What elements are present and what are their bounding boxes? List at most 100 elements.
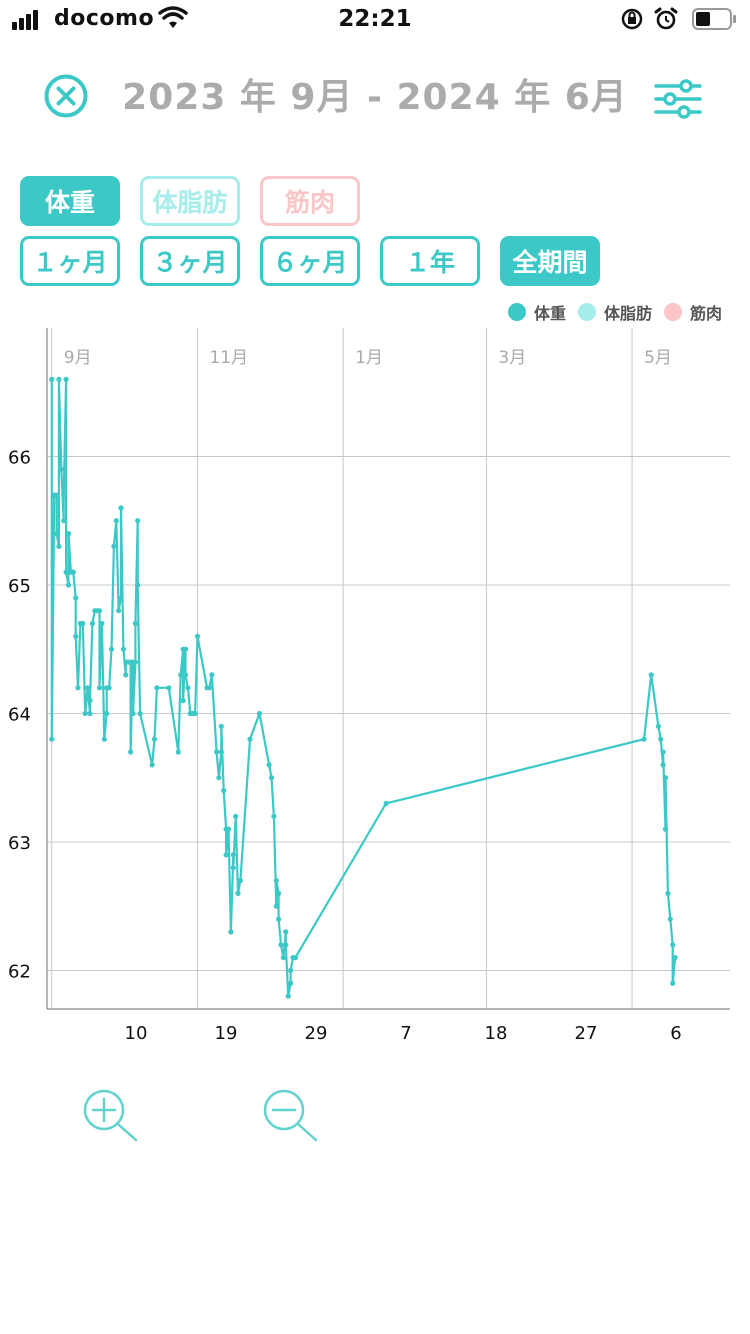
weight-data-point	[228, 929, 234, 935]
weight-data-point	[278, 942, 284, 948]
clock: 22:21	[338, 6, 412, 32]
metric-muscle-button[interactable]: 筋肉	[260, 176, 360, 226]
y-tick-label: 64	[8, 704, 31, 725]
status-bar: docomo 22:21	[0, 0, 750, 40]
weight-data-point	[49, 736, 55, 742]
weight-data-point	[85, 685, 91, 691]
cellular-signal-icon	[12, 10, 40, 30]
period-3month-button[interactable]: ３ヶ月	[140, 236, 240, 286]
legend-label-weight: 体重	[533, 304, 566, 323]
weight-data-point	[658, 736, 664, 742]
weight-data-point	[268, 775, 275, 781]
weight-series-line	[50, 378, 677, 998]
month-label: 1月	[355, 348, 383, 368]
weight-data-point	[120, 646, 126, 652]
period-1year-button[interactable]: １年	[380, 236, 480, 286]
weight-data-point	[87, 698, 93, 704]
weight-data-point	[96, 608, 103, 614]
weight-data-point	[180, 698, 186, 704]
close-circle-icon	[44, 74, 88, 118]
weight-data-point	[56, 543, 62, 549]
weight-data-point	[655, 723, 662, 729]
month-label: 9月	[64, 348, 92, 368]
weight-data-point	[135, 582, 141, 588]
weight-data-point	[288, 967, 294, 974]
weight-data-point	[276, 890, 282, 897]
period-6month-button[interactable]: ６ヶ月	[260, 236, 360, 286]
x-tick-label: 29	[305, 1023, 328, 1044]
legend-swatch-weight	[507, 303, 526, 321]
zoom-in-button[interactable]	[82, 1088, 142, 1148]
weight-line-chart[interactable]: 62 63 64 65 66 9月 11月 1月 3月 5月 10 19 29 7 18 27 6	[0, 320, 750, 1050]
weight-data-point	[230, 852, 236, 858]
period-1month-button[interactable]: １ヶ月	[20, 236, 120, 286]
weight-data-point	[108, 646, 115, 652]
weight-data-point	[271, 813, 277, 819]
metric-weight-button[interactable]: 体重	[20, 176, 120, 226]
legend-label-bodyfat: 体脂肪	[603, 304, 652, 323]
weight-data-point	[672, 955, 678, 961]
weight-data-point	[182, 646, 189, 652]
weight-data-point	[214, 749, 220, 755]
x-tick-label: 27	[575, 1023, 598, 1044]
period-all-button[interactable]: 全期間	[500, 236, 600, 286]
zoom-out-button[interactable]	[262, 1088, 322, 1148]
weight-data-point	[230, 865, 236, 871]
weight-data-point	[80, 620, 86, 627]
weight-data-point	[660, 749, 666, 755]
filter-button[interactable]	[654, 78, 702, 122]
weight-data-point	[101, 736, 107, 742]
weight-data-point	[662, 775, 669, 781]
month-label: 11月	[209, 348, 248, 368]
weight-data-point	[123, 672, 129, 678]
weight-data-point	[61, 518, 67, 524]
y-tick-label: 66	[8, 447, 31, 468]
weight-data-point	[130, 710, 136, 717]
close-button[interactable]	[44, 74, 88, 118]
weight-data-point	[237, 877, 243, 884]
y-tick-label: 65	[8, 576, 31, 597]
weight-data-point	[65, 531, 72, 537]
status-icons	[620, 6, 738, 32]
month-label: 3月	[498, 348, 526, 368]
zoom-in-icon	[83, 1089, 138, 1142]
battery-icon	[692, 8, 736, 30]
weight-data-point	[206, 685, 212, 691]
weight-data-point	[175, 749, 181, 755]
weight-data-point	[209, 672, 215, 678]
weight-data-point	[89, 620, 95, 627]
wifi-icon	[158, 6, 188, 28]
weight-data-point	[288, 980, 294, 986]
weight-data-point	[118, 595, 124, 601]
legend-swatch-bodyfat	[577, 303, 596, 321]
weight-data-point	[276, 916, 282, 922]
sliders-icon	[654, 79, 702, 119]
weight-data-point	[111, 543, 117, 549]
weight-data-point	[256, 710, 263, 717]
weight-data-point	[218, 723, 224, 729]
weight-data-point	[660, 762, 666, 768]
weight-data-point	[73, 595, 79, 601]
weight-data-point	[178, 672, 184, 678]
weight-data-point	[128, 749, 134, 755]
weight-data-point	[154, 685, 160, 691]
x-tick-label: 18	[485, 1023, 508, 1044]
weight-data-point	[662, 826, 669, 832]
weight-data-point	[49, 376, 55, 382]
weight-data-point	[61, 492, 67, 498]
weight-data-point	[54, 492, 60, 498]
weight-data-point	[166, 685, 172, 691]
zoom-out-icon	[263, 1089, 318, 1142]
weight-data-point	[216, 775, 222, 781]
weight-data-point	[266, 762, 272, 768]
y-tick-label: 62	[8, 961, 31, 982]
weight-data-point	[75, 685, 81, 691]
weight-data-point	[218, 749, 224, 755]
weight-data-point	[225, 826, 232, 832]
weight-data-point	[280, 955, 286, 961]
metric-bodyfat-button[interactable]: 体脂肪	[140, 176, 240, 226]
weight-data-point	[58, 466, 64, 472]
legend-swatch-muscle	[663, 303, 682, 321]
weight-data-point	[73, 633, 79, 639]
weight-data-point	[132, 659, 138, 665]
